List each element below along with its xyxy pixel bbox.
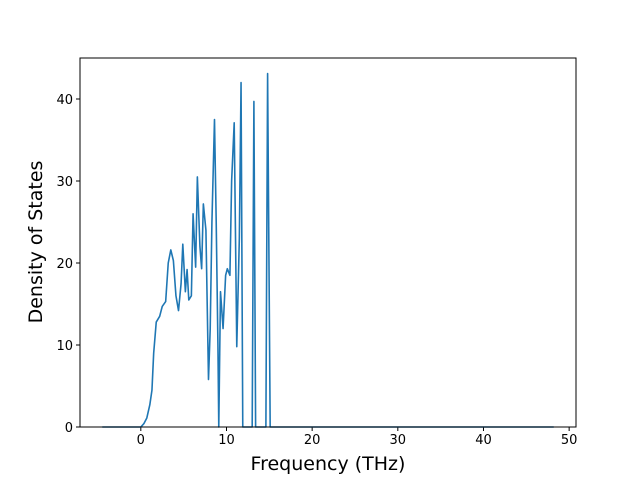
x-axis-label: Frequency (THz): [251, 453, 406, 475]
y-axis-label: Density of States: [25, 161, 47, 324]
x-tick-label: 40: [475, 433, 492, 448]
y-tick-label: 30: [56, 175, 73, 190]
y-tick-label: 40: [56, 93, 73, 108]
plot-frame: [79, 57, 577, 428]
x-tick-label: 10: [218, 433, 235, 448]
line-series: [102, 72, 554, 428]
x-tick-label: 0: [137, 433, 145, 448]
y-tick-label: 20: [56, 257, 73, 272]
x-tick-label: 50: [561, 433, 578, 448]
y-tick-label: 10: [56, 339, 73, 354]
x-tick-label: 20: [304, 433, 321, 448]
x-tick-label: 30: [390, 433, 407, 448]
y-tick-label: 0: [65, 421, 73, 436]
